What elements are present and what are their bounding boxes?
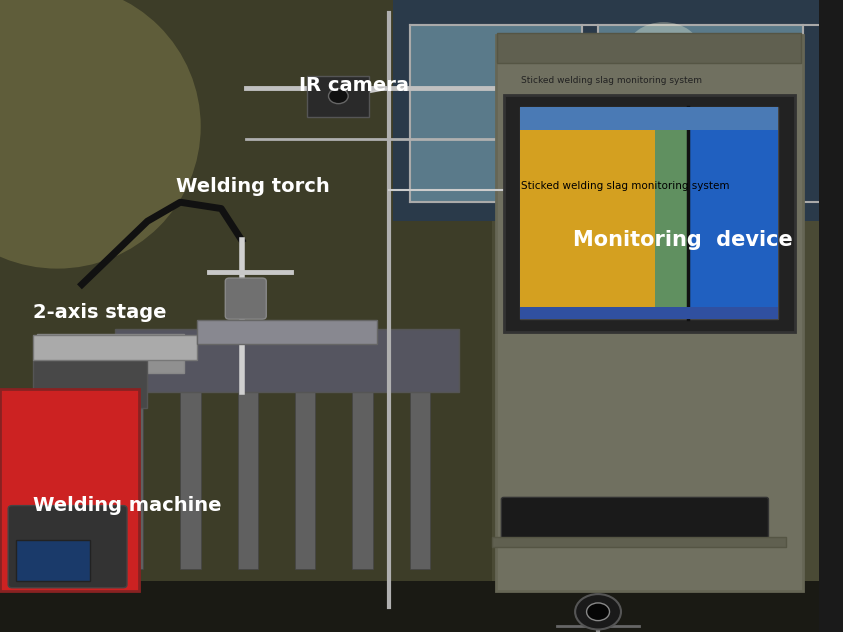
FancyBboxPatch shape	[16, 540, 90, 581]
FancyBboxPatch shape	[520, 107, 778, 319]
Text: Welding machine: Welding machine	[33, 496, 221, 515]
FancyBboxPatch shape	[238, 392, 258, 569]
Text: Welding torch: Welding torch	[176, 177, 330, 196]
Polygon shape	[491, 0, 819, 581]
Polygon shape	[393, 0, 819, 221]
FancyBboxPatch shape	[352, 392, 373, 569]
Circle shape	[575, 594, 621, 629]
FancyBboxPatch shape	[520, 107, 672, 319]
FancyBboxPatch shape	[410, 25, 582, 202]
FancyBboxPatch shape	[672, 107, 778, 319]
FancyBboxPatch shape	[504, 95, 795, 332]
FancyBboxPatch shape	[655, 107, 688, 319]
Text: Monitoring  device: Monitoring device	[573, 230, 793, 250]
FancyBboxPatch shape	[491, 537, 787, 547]
FancyBboxPatch shape	[295, 392, 315, 569]
FancyBboxPatch shape	[598, 25, 803, 202]
FancyBboxPatch shape	[123, 392, 143, 569]
FancyBboxPatch shape	[307, 76, 368, 117]
Text: Sticked welding slag monitoring system: Sticked welding slag monitoring system	[521, 76, 702, 85]
Ellipse shape	[0, 0, 201, 269]
Circle shape	[329, 88, 348, 104]
FancyBboxPatch shape	[37, 334, 185, 373]
Circle shape	[626, 22, 701, 79]
FancyBboxPatch shape	[0, 389, 139, 591]
FancyBboxPatch shape	[180, 392, 201, 569]
FancyBboxPatch shape	[410, 392, 430, 569]
FancyBboxPatch shape	[8, 506, 127, 588]
FancyBboxPatch shape	[520, 107, 778, 130]
Circle shape	[587, 603, 609, 621]
Polygon shape	[0, 581, 819, 632]
FancyBboxPatch shape	[520, 307, 778, 319]
Text: Sticked welding slag monitoring system: Sticked welding slag monitoring system	[521, 181, 729, 191]
FancyBboxPatch shape	[497, 33, 801, 63]
FancyBboxPatch shape	[496, 35, 803, 591]
Text: IR camera: IR camera	[299, 76, 409, 95]
FancyBboxPatch shape	[33, 360, 148, 408]
FancyBboxPatch shape	[33, 335, 196, 360]
Text: 2-axis stage: 2-axis stage	[33, 303, 166, 322]
Polygon shape	[0, 0, 508, 581]
FancyBboxPatch shape	[115, 329, 459, 392]
FancyBboxPatch shape	[502, 497, 769, 542]
FancyBboxPatch shape	[196, 320, 377, 344]
FancyBboxPatch shape	[225, 278, 266, 319]
Circle shape	[643, 35, 684, 66]
